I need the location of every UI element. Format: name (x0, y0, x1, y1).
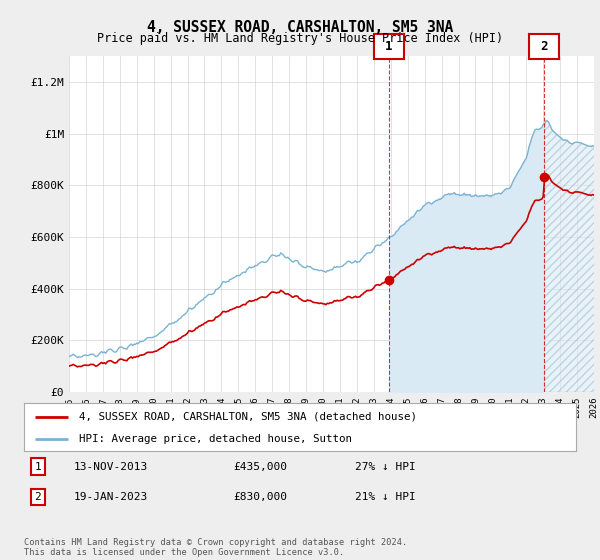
Text: £830,000: £830,000 (234, 492, 288, 502)
Text: 4, SUSSEX ROAD, CARSHALTON, SM5 3NA (detached house): 4, SUSSEX ROAD, CARSHALTON, SM5 3NA (det… (79, 412, 417, 422)
Text: £435,000: £435,000 (234, 461, 288, 472)
Text: 1: 1 (385, 40, 392, 53)
Text: Price paid vs. HM Land Registry's House Price Index (HPI): Price paid vs. HM Land Registry's House … (97, 32, 503, 45)
Text: 2: 2 (34, 492, 41, 502)
Text: HPI: Average price, detached house, Sutton: HPI: Average price, detached house, Sutt… (79, 434, 352, 444)
Text: 4, SUSSEX ROAD, CARSHALTON, SM5 3NA: 4, SUSSEX ROAD, CARSHALTON, SM5 3NA (147, 20, 453, 35)
Text: 1: 1 (34, 461, 41, 472)
Text: 21% ↓ HPI: 21% ↓ HPI (355, 492, 416, 502)
Text: 13-NOV-2013: 13-NOV-2013 (74, 461, 148, 472)
Text: 27% ↓ HPI: 27% ↓ HPI (355, 461, 416, 472)
Text: 19-JAN-2023: 19-JAN-2023 (74, 492, 148, 502)
Text: Contains HM Land Registry data © Crown copyright and database right 2024.
This d: Contains HM Land Registry data © Crown c… (24, 538, 407, 557)
Text: 2: 2 (540, 40, 548, 53)
